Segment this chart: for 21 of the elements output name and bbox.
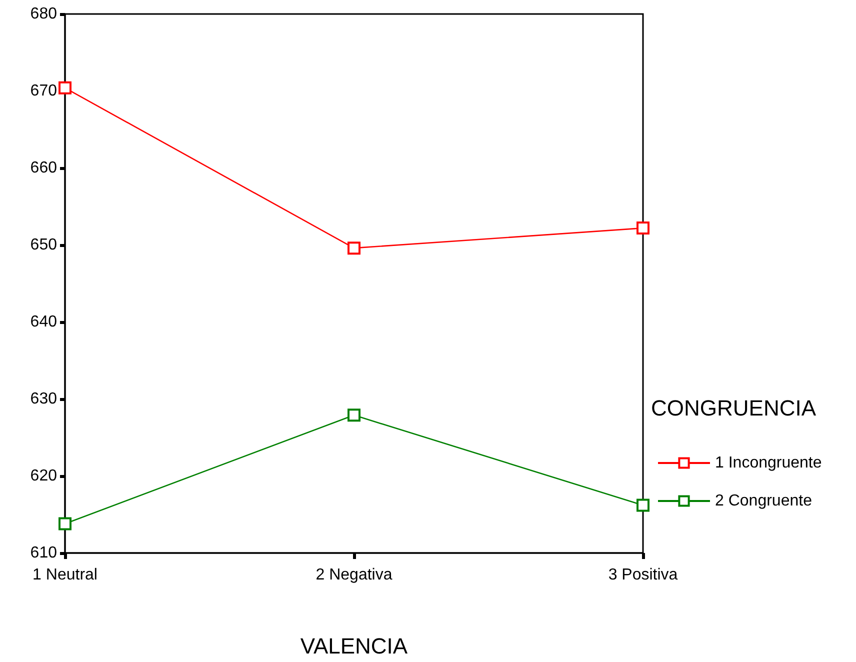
y-tick-label: 610 [30,544,58,562]
point [636,498,650,512]
legend-title: CONGRUENCIA [651,396,816,420]
point [348,408,360,422]
y-tick-label: 620 [30,468,58,484]
x-tick-label: 2 Negativa [316,566,392,584]
point [348,242,360,255]
y-tick-label: 650 [30,236,58,254]
legend-label: 2 Congruente [715,492,812,510]
point [58,517,72,530]
y-tick-label: 680 [30,6,58,22]
y-tick-label: 660 [30,160,58,176]
point [636,222,650,235]
x-axis-title: VALENCIA [300,634,408,658]
y-tick-label: 630 [30,390,58,408]
y-tick-label: 670 [30,82,58,100]
y-tick-label: 640 [30,314,58,330]
legend-label: 1 Incongruente [715,454,822,472]
x-tick-label: 3 Positiva [608,566,678,584]
x-tick-label: 1 Neutral [32,566,98,584]
point [58,81,72,94]
